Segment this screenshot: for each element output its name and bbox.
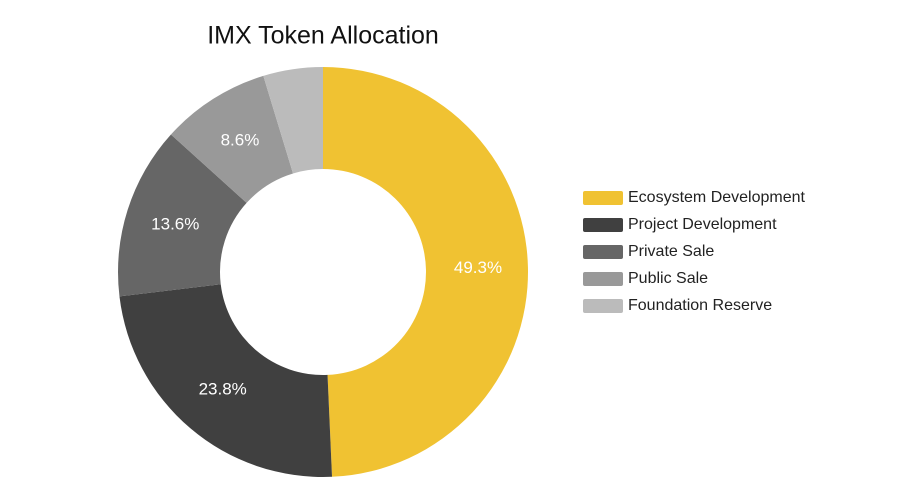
slice [323,67,529,477]
legend-swatch [583,299,623,313]
legend-label: Foundation Reserve [628,297,772,314]
legend-swatch [583,191,623,205]
legend-swatch [583,272,623,286]
slice [119,284,333,477]
legend-label: Project Development [628,216,777,233]
legend-label: Private Sale [628,243,714,260]
value-label: 49.3% [454,258,502,277]
chart-title: IMX Token Allocation [207,22,439,50]
legend-label: Ecosystem Development [628,189,806,206]
legend-swatch [583,245,623,259]
slice [170,75,294,203]
legend-label: Public Sale [628,270,708,287]
slice [118,134,247,297]
value-label: 23.8% [199,380,247,399]
value-label: 13.6% [151,215,199,234]
legend-swatch [583,218,623,232]
slice [263,67,323,174]
value-label: 8.6% [221,131,260,150]
